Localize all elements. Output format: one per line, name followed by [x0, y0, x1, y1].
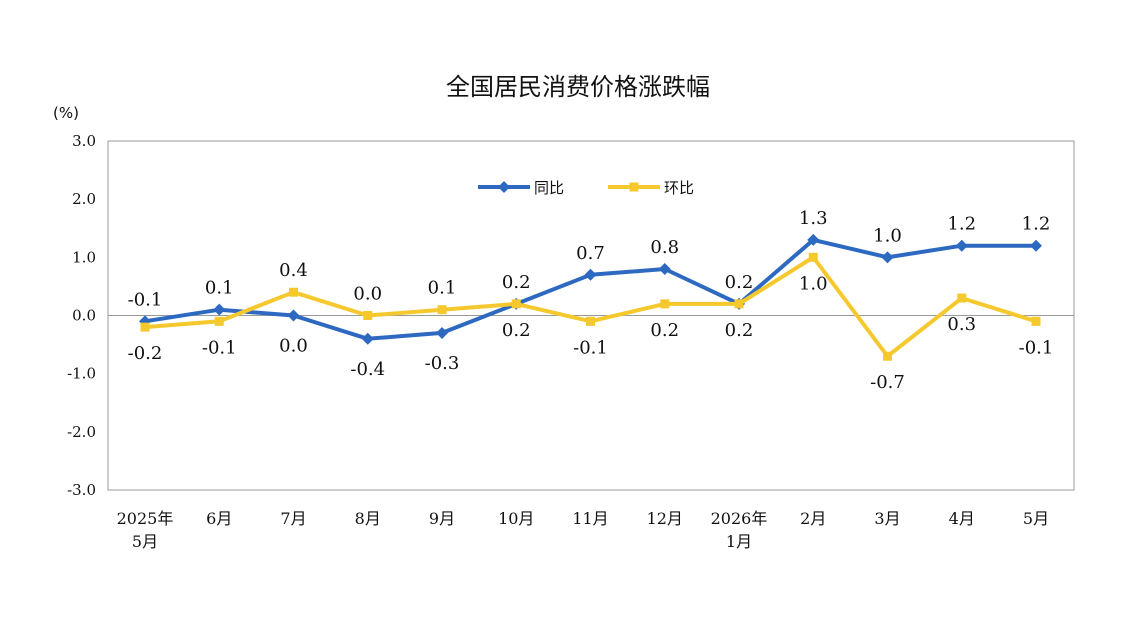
data-point-mom	[586, 316, 595, 326]
data-point-yoy	[436, 326, 448, 339]
y-tick-label: 0.0	[72, 307, 96, 325]
data-label-mom: 0.2	[725, 320, 754, 341]
data-labels: -0.1 -0.2 0.1 -0.1 0.0 0.4 -0.4 0.0 -0.3 0.1 0.2 0.…	[128, 208, 1054, 393]
x-tick-label: 4月	[949, 509, 975, 528]
data-point-mom	[289, 287, 298, 297]
legend: 同比 环比	[478, 179, 694, 197]
data-point-yoy	[213, 303, 226, 316]
data-point-yoy	[955, 239, 968, 252]
data-point-yoy	[361, 332, 374, 345]
data-point-yoy	[287, 309, 300, 322]
data-label-yoy: 1.2	[1022, 214, 1051, 235]
data-label-mom: -0.1	[1019, 337, 1054, 358]
data-label-yoy: 0.2	[502, 272, 531, 293]
y-tick-label: 3.0	[72, 132, 96, 150]
data-label-yoy: 0.7	[576, 243, 605, 264]
data-label-mom: 0.4	[279, 260, 308, 281]
data-point-yoy	[658, 262, 671, 275]
x-tick-label: 12月	[647, 509, 683, 528]
data-label-mom: 0.0	[353, 284, 382, 305]
legend-label-yoy: 同比	[534, 179, 564, 197]
data-point-mom	[1031, 316, 1041, 326]
legend-marker-mom	[629, 182, 639, 192]
x-tick-label: 3月	[874, 509, 900, 528]
data-label-mom: 0.2	[650, 320, 679, 341]
data-point-mom	[511, 299, 521, 309]
data-label-mom: 0.3	[947, 314, 976, 335]
series-group	[139, 233, 1042, 361]
x-tick-label: 2026年	[711, 509, 768, 528]
data-point-yoy	[881, 251, 894, 264]
data-label-mom: 1.0	[799, 273, 828, 294]
x-tick-label: 2025年	[117, 509, 174, 528]
x-tick-label: 6月	[206, 509, 232, 528]
data-label-mom: -0.2	[128, 343, 163, 364]
x-tick-label: 1月	[726, 532, 752, 551]
data-point-mom	[734, 299, 744, 309]
data-label-mom: 0.2	[502, 320, 531, 341]
data-label-mom: -0.1	[202, 337, 237, 358]
x-tick-label: 7月	[280, 509, 306, 528]
x-tick-label: 5月	[132, 532, 158, 551]
x-tick-label: 9月	[429, 509, 455, 528]
legend-label-mom: 环比	[664, 179, 694, 197]
data-label-mom: -0.1	[573, 337, 608, 358]
y-axis-unit: (%)	[53, 104, 79, 122]
data-point-mom	[957, 293, 967, 303]
data-point-yoy	[584, 268, 597, 281]
x-axis: 2025年 5月 6月 7月 8月 9月 10月 11月 12月 2026年 1月 2月 3月 4月 5月	[117, 509, 1049, 551]
data-label-yoy: -0.1	[128, 289, 163, 310]
data-label-yoy: -0.3	[425, 353, 460, 374]
chart-title: 全国居民消费价格涨跌幅	[446, 73, 710, 101]
data-label-mom: -0.7	[870, 372, 905, 393]
data-label-yoy: 0.2	[725, 272, 754, 293]
data-label-yoy: 0.8	[650, 237, 679, 258]
legend-marker-yoy	[498, 181, 510, 193]
data-point-mom	[660, 299, 670, 309]
data-label-yoy: 1.0	[873, 225, 902, 246]
data-point-mom	[214, 316, 224, 326]
data-label-yoy: 0.0	[279, 336, 308, 357]
x-tick-label: 2月	[800, 509, 826, 528]
data-point-mom	[883, 351, 892, 361]
x-tick-label: 8月	[355, 509, 381, 528]
x-tick-label: 10月	[498, 509, 534, 528]
data-point-yoy	[807, 233, 820, 246]
y-tick-label: -2.0	[67, 423, 96, 441]
data-point-mom	[808, 252, 818, 262]
data-point-mom	[140, 322, 150, 332]
y-tick-label: -1.0	[67, 365, 96, 383]
data-label-yoy: -0.4	[350, 359, 385, 380]
y-tick-label: 2.0	[72, 190, 96, 208]
data-label-mom: 0.1	[428, 278, 457, 299]
data-point-mom	[363, 311, 373, 320]
data-point-yoy	[1030, 239, 1042, 252]
data-label-yoy: 1.3	[799, 208, 828, 229]
data-point-mom	[437, 305, 447, 315]
y-tick-label: 1.0	[72, 248, 96, 266]
x-tick-label: 5月	[1023, 509, 1049, 528]
x-tick-label: 11月	[572, 509, 608, 528]
y-axis: 3.0 2.0 1.0 0.0 -1.0 -2.0 -3.0	[67, 132, 1074, 499]
data-label-yoy: 1.2	[947, 214, 976, 235]
data-label-yoy: 0.1	[205, 278, 234, 299]
y-tick-label: -3.0	[67, 481, 96, 499]
